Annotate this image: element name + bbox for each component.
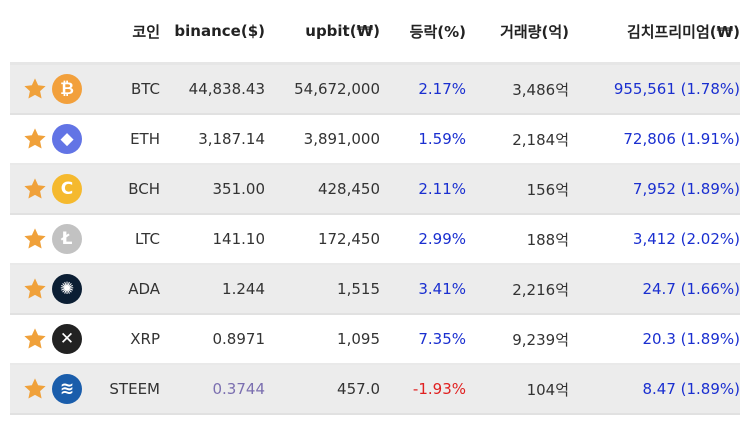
kimchi-premium: 7,952 (1.89%) (569, 164, 740, 215)
star-icon[interactable] (22, 376, 48, 402)
table-row[interactable]: ◆ ETH 3,187.14 3,891,000 1.59% 2,184억 72… (10, 114, 740, 165)
coin-price-table: 코인 binance($) upbit(₩) 등락(%) 거래량(억) 김치프리… (10, 0, 740, 415)
upbit-price: 172,450 (265, 214, 380, 265)
icon-cell: ₿ (10, 63, 96, 115)
star-icon[interactable] (22, 276, 48, 302)
coin-symbol: ETH (96, 114, 160, 165)
steem-icon: ≋ (52, 374, 82, 404)
binance-column-header[interactable]: binance($) (160, 0, 265, 65)
kimchi-premium: 72,806 (1.91%) (569, 114, 740, 165)
trade-volume: 2,216억 (466, 264, 569, 315)
binance-price: 141.10 (160, 214, 265, 265)
icon-cell: ✺ (10, 264, 96, 315)
table-row[interactable]: ≋ STEEM 0.3744 457.0 -1.93% 104억 8.47 (1… (10, 364, 740, 415)
change-rate: -1.93% (380, 364, 466, 415)
table-row[interactable]: ✕ XRP 0.8971 1,095 7.35% 9,239억 20.3 (1.… (10, 314, 740, 365)
trade-volume: 156억 (466, 164, 569, 215)
star-icon[interactable] (22, 226, 48, 252)
trade-volume: 9,239억 (466, 314, 569, 365)
upbit-price: 54,672,000 (265, 63, 380, 115)
kimchi-premium: 8.47 (1.89%) (569, 364, 740, 415)
coin-symbol: BCH (96, 164, 160, 215)
table-header-row: 코인 binance($) upbit(₩) 등락(%) 거래량(억) 김치프리… (10, 0, 740, 65)
trade-volume: 188억 (466, 214, 569, 265)
icon-cell: C (10, 164, 96, 215)
change-rate: 2.11% (380, 164, 466, 215)
coin-symbol: STEEM (96, 364, 160, 415)
binance-price: 44,838.43 (160, 63, 265, 115)
change-rate: 2.99% (380, 214, 466, 265)
upbit-column-header[interactable]: upbit(₩) (265, 0, 380, 65)
coin-symbol: BTC (96, 63, 160, 115)
trade-volume: 3,486억 (466, 63, 569, 115)
kimchi-premium: 955,561 (1.78%) (569, 63, 740, 115)
kimchi-premium: 20.3 (1.89%) (569, 314, 740, 365)
coin-column-header[interactable]: 코인 (96, 0, 160, 65)
upbit-price: 1,515 (265, 264, 380, 315)
table-body: ₿ BTC 44,838.43 54,672,000 2.17% 3,486억 … (10, 63, 740, 415)
ripple-icon: ✕ (52, 324, 82, 354)
table-row[interactable]: ✺ ADA 1.244 1,515 3.41% 2,216억 24.7 (1.6… (10, 264, 740, 315)
icon-cell: ◆ (10, 114, 96, 165)
binance-price: 351.00 (160, 164, 265, 215)
change-rate: 7.35% (380, 314, 466, 365)
upbit-price: 1,095 (265, 314, 380, 365)
upbit-price: 457.0 (265, 364, 380, 415)
icon-cell: ≋ (10, 364, 96, 415)
change-rate: 3.41% (380, 264, 466, 315)
binance-price: 0.8971 (160, 314, 265, 365)
volume-column-header[interactable]: 거래량(억) (466, 0, 569, 65)
star-icon[interactable] (22, 76, 48, 102)
coin-symbol: LTC (96, 214, 160, 265)
bitcoin-icon: ₿ (52, 74, 82, 104)
trade-volume: 2,184억 (466, 114, 569, 165)
change-rate: 2.17% (380, 63, 466, 115)
kimchi-premium: 3,412 (2.02%) (569, 214, 740, 265)
cardano-icon: ✺ (52, 274, 82, 304)
change-rate: 1.59% (380, 114, 466, 165)
icon-cell: Ł (10, 214, 96, 265)
table-row[interactable]: ₿ BTC 44,838.43 54,672,000 2.17% 3,486억 … (10, 63, 740, 115)
coin-symbol: XRP (96, 314, 160, 365)
binance-price: 3,187.14 (160, 114, 265, 165)
table-row[interactable]: Ł LTC 141.10 172,450 2.99% 188억 3,412 (2… (10, 214, 740, 265)
upbit-price: 428,450 (265, 164, 380, 215)
coin-symbol: ADA (96, 264, 160, 315)
change-column-header[interactable]: 등락(%) (380, 0, 466, 65)
upbit-price: 3,891,000 (265, 114, 380, 165)
binance-price: 1.244 (160, 264, 265, 315)
kimchi-premium: 24.7 (1.66%) (569, 264, 740, 315)
star-icon[interactable] (22, 326, 48, 352)
star-icon[interactable] (22, 176, 48, 202)
star-icon[interactable] (22, 126, 48, 152)
binance-price: 0.3744 (160, 364, 265, 415)
litecoin-icon: Ł (52, 224, 82, 254)
ethereum-icon: ◆ (52, 124, 82, 154)
bitcoin-cash-icon: C (52, 174, 82, 204)
trade-volume: 104억 (466, 364, 569, 415)
favorite-column-header (10, 0, 96, 65)
icon-cell: ✕ (10, 314, 96, 365)
table-row[interactable]: C BCH 351.00 428,450 2.11% 156억 7,952 (1… (10, 164, 740, 215)
premium-column-header[interactable]: 김치프리미엄(₩) (569, 0, 740, 65)
